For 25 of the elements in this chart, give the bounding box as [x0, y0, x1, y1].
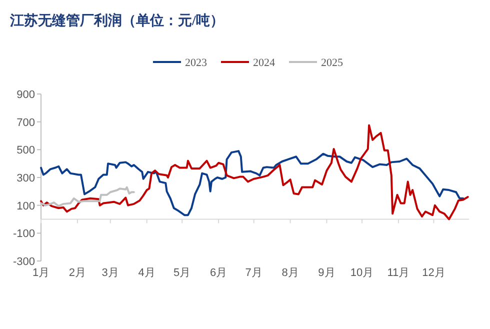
line-series [40, 124, 469, 220]
x-tick-label: 3月 [102, 267, 119, 279]
x-tick-label: 1月 [32, 267, 50, 279]
x-tick-label: 11月 [387, 267, 410, 279]
x-tick-label: 2月 [68, 267, 86, 279]
x-tick-label: 8月 [282, 267, 299, 279]
x-tick-label: 10月 [350, 267, 374, 279]
chart-title: 江苏无缝管厂利润（单位：元/吨） [9, 12, 224, 29]
y-tick-label: 900 [16, 89, 35, 101]
legend-label: 2025 [321, 57, 344, 69]
x-tick-label: 6月 [210, 267, 228, 279]
y-tick-label: 100 [16, 200, 35, 212]
x-tick-label: 9月 [318, 267, 336, 279]
y-tick-label: -300 [12, 256, 35, 268]
legend-label: 2023 [185, 57, 208, 69]
x-tick-label: 7月 [245, 267, 262, 279]
y-tick-label: 500 [16, 144, 35, 157]
x-tick-label: 5月 [174, 267, 191, 279]
line-series [40, 150, 464, 216]
x-tick-label: 12月 [422, 267, 446, 279]
y-tick-label: -100 [12, 228, 35, 240]
y-tick-label: 300 [16, 172, 35, 184]
x-tick-label: 4月 [138, 267, 156, 279]
legend-label: 2024 [253, 57, 276, 69]
y-tick-label: 700 [16, 116, 35, 129]
